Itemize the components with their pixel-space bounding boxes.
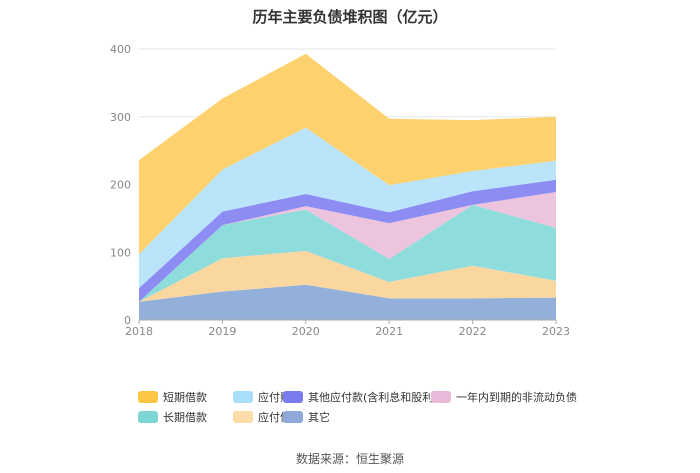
legend-swatch <box>138 411 158 423</box>
area-series-1 <box>139 250 556 302</box>
x-tick-label: 2018 <box>125 325 153 338</box>
legend-label: 其他应付款(含利息和股利) <box>308 391 438 404</box>
x-tick-label: 2019 <box>208 325 236 338</box>
x-tick-label: 2022 <box>459 325 487 338</box>
area-series-0 <box>139 284 556 320</box>
legend-item[interactable]: 短期借款 <box>138 390 207 404</box>
x-tick-label: 2021 <box>375 325 403 338</box>
stacked-areas <box>139 53 556 320</box>
area-series-6 <box>139 53 556 255</box>
legend-swatch <box>233 391 253 403</box>
data-source-note: 数据来源：恒生聚源 <box>295 452 404 466</box>
y-tick-label: 400 <box>110 43 131 56</box>
y-tick-label: 100 <box>110 246 131 259</box>
legend-swatch <box>431 391 451 403</box>
x-tick-label: 2023 <box>542 325 570 338</box>
x-tick-label: 2020 <box>292 325 320 338</box>
legend-swatch <box>283 391 303 403</box>
y-tick-label: 300 <box>110 111 131 124</box>
legend-item[interactable]: 其它 <box>283 410 330 424</box>
axes: 0 100 200 300 400 2018 2019 2020 2021 2022 2023 <box>110 43 570 338</box>
chart-title: 历年主要负债堆积图（亿元） <box>252 8 448 26</box>
legend-swatch <box>283 411 303 423</box>
legend-label: 其它 <box>308 411 330 424</box>
legend-item[interactable]: 其他应付款(含利息和股利) <box>283 390 438 404</box>
legend-label: 长期借款 <box>163 411 207 424</box>
legend-swatch <box>233 411 253 423</box>
area-series-2 <box>139 204 556 302</box>
legend-swatch <box>138 391 158 403</box>
legend-item[interactable]: 一年内到期的非流动负债 <box>431 390 577 404</box>
area-series-3 <box>139 191 556 302</box>
area-series-4 <box>139 179 556 302</box>
legend-label: 短期借款 <box>163 391 207 404</box>
area-series-5 <box>139 127 556 289</box>
legend-item[interactable]: 长期借款 <box>138 410 207 424</box>
y-tick-label: 0 <box>124 314 131 327</box>
y-tick-label: 200 <box>110 179 131 192</box>
legend-label: 一年内到期的非流动负债 <box>456 391 577 404</box>
